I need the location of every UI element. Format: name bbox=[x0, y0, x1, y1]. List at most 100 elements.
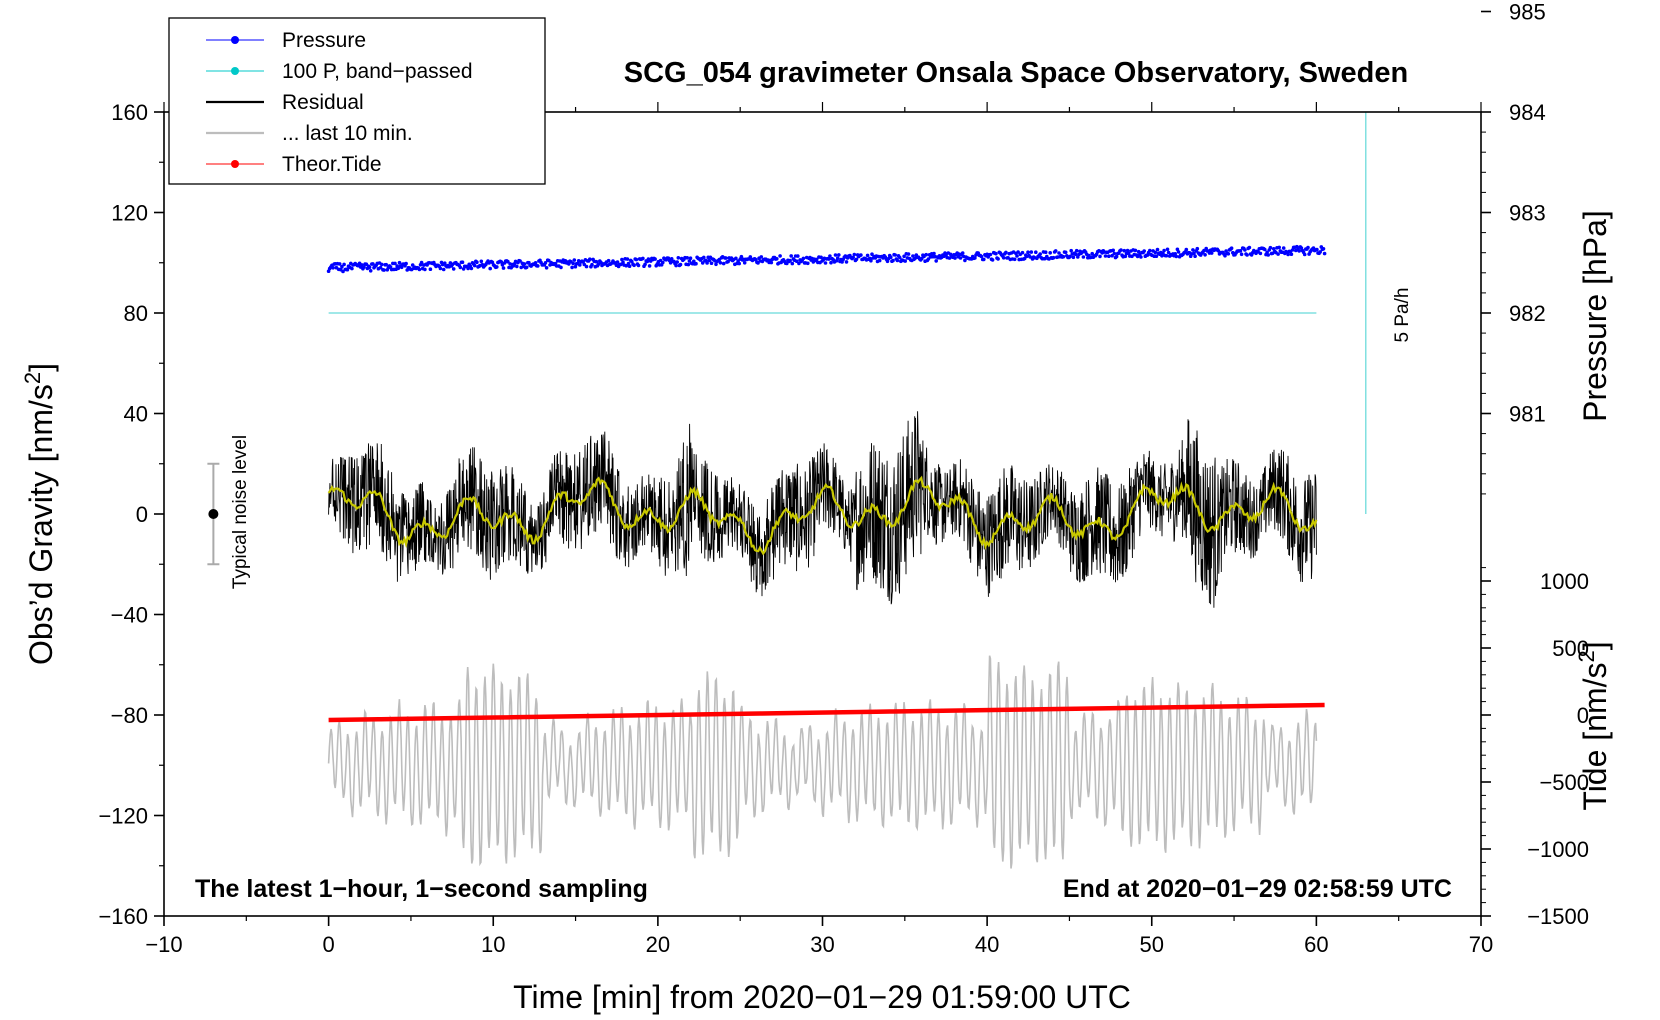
pressure-point bbox=[851, 255, 855, 260]
pressure-point bbox=[1226, 252, 1231, 256]
pressure-point bbox=[479, 259, 484, 264]
pressure-point bbox=[675, 260, 679, 264]
pressure-point bbox=[1263, 247, 1267, 252]
pressure-point bbox=[1161, 251, 1165, 255]
pressure-tick-label: 984 bbox=[1509, 100, 1546, 125]
y-axis-title-pressure: Pressure [hPa] bbox=[1577, 210, 1613, 422]
pressure-point bbox=[441, 267, 446, 272]
pressure-point bbox=[1209, 251, 1214, 255]
pressure-point bbox=[1322, 251, 1327, 256]
x-tick-label: 40 bbox=[975, 932, 999, 957]
pressure-point bbox=[367, 265, 372, 270]
legend-item: 100 P, band−passed bbox=[206, 60, 473, 83]
pressure-point bbox=[1195, 246, 1200, 251]
pressure-point bbox=[1302, 252, 1307, 257]
pressure-point bbox=[1123, 254, 1128, 259]
y-tick-label: −80 bbox=[111, 703, 148, 728]
pressure-point bbox=[399, 265, 404, 270]
pressure-point bbox=[724, 256, 728, 260]
y-axis-title-tide: Tide [nm/s2] bbox=[1574, 641, 1613, 810]
pressure-point bbox=[1057, 251, 1061, 255]
pressure-point bbox=[819, 255, 823, 260]
pressure-tick-label: 982 bbox=[1509, 301, 1546, 326]
pressure-point bbox=[584, 264, 589, 269]
pressure-point bbox=[1043, 250, 1048, 254]
pressure-point bbox=[869, 258, 873, 263]
pressure-point bbox=[404, 261, 408, 266]
pressure-point bbox=[1155, 247, 1160, 252]
pressure-point bbox=[393, 261, 397, 266]
pressure-point bbox=[1321, 247, 1326, 251]
pressure-point bbox=[466, 266, 470, 271]
pressure-point bbox=[790, 261, 795, 266]
pressure-point bbox=[1166, 250, 1171, 255]
x-tick-label: 50 bbox=[1140, 932, 1164, 957]
pressure-point bbox=[759, 255, 764, 259]
pressure-point bbox=[694, 261, 698, 266]
pressure-point bbox=[775, 257, 779, 261]
pressure-point bbox=[1081, 255, 1086, 259]
pressure-point bbox=[877, 258, 882, 263]
pressure-point bbox=[721, 261, 726, 266]
pressure-point bbox=[615, 260, 620, 264]
pressure-point bbox=[1245, 253, 1249, 257]
pressure-point bbox=[852, 252, 857, 257]
pressure-point bbox=[705, 261, 709, 265]
pressure-point bbox=[606, 258, 611, 263]
pressure-point bbox=[778, 254, 782, 258]
pressure-point bbox=[1042, 256, 1047, 261]
tide-tick-label: 500 bbox=[1552, 636, 1589, 661]
tide-tick-label: 0 bbox=[1577, 703, 1589, 728]
pressure-point bbox=[571, 261, 575, 266]
pressure-point bbox=[990, 258, 995, 262]
pressure-point bbox=[410, 263, 415, 267]
x-axis-title: Time [min] from 2020−01−29 01:59:00 UTC bbox=[513, 979, 1131, 1015]
pressure-point bbox=[397, 260, 402, 265]
y-axis-title-left: Obs’d Gravity [nm/s2] bbox=[20, 363, 59, 665]
pressure-point bbox=[573, 264, 578, 269]
y-tick-label: 120 bbox=[111, 201, 148, 226]
pressure-point bbox=[1133, 248, 1138, 253]
last-10-min-series bbox=[327, 655, 1318, 869]
pressure-point bbox=[833, 253, 838, 257]
residual-smoothed-series bbox=[327, 475, 1318, 556]
pressure-point bbox=[536, 264, 540, 268]
pressure-point bbox=[641, 256, 645, 261]
pressure-point bbox=[769, 260, 774, 265]
pressure-point bbox=[469, 266, 474, 271]
x-tick-label: 10 bbox=[481, 932, 505, 957]
pressure-point bbox=[996, 257, 1000, 261]
pressure-point bbox=[647, 264, 652, 268]
x-tick-label: −10 bbox=[145, 932, 182, 957]
pressure-point bbox=[814, 257, 819, 262]
pressure-point bbox=[1268, 245, 1273, 250]
pressure-point bbox=[734, 256, 738, 261]
pressure-point bbox=[1184, 247, 1189, 252]
pressure-point bbox=[543, 261, 548, 265]
pressure-point bbox=[620, 257, 624, 262]
pressure-point bbox=[859, 253, 863, 257]
pressure-point bbox=[1015, 254, 1019, 258]
x-tick-label: 0 bbox=[323, 932, 335, 957]
pressure-point bbox=[1053, 249, 1058, 253]
pressure-point bbox=[1073, 252, 1078, 257]
pressure-point bbox=[1265, 250, 1269, 255]
pressure-point bbox=[714, 262, 718, 267]
pressure-point bbox=[844, 260, 849, 264]
pressure-point bbox=[676, 255, 681, 260]
pressure-point bbox=[384, 262, 389, 267]
pressure-point bbox=[578, 263, 582, 267]
pressure-point bbox=[903, 259, 907, 263]
pressure-point bbox=[1318, 250, 1322, 254]
pressure-point bbox=[1286, 252, 1290, 257]
x-tick-label: 60 bbox=[1304, 932, 1328, 957]
pressure-point bbox=[362, 265, 366, 269]
pressure-point bbox=[748, 255, 753, 259]
pressure-point bbox=[419, 260, 424, 265]
pressure-point bbox=[973, 256, 977, 260]
legend-item: Residual bbox=[206, 91, 364, 114]
pressure-point bbox=[1191, 248, 1195, 252]
pressure-point bbox=[1223, 253, 1227, 258]
pressure-point bbox=[1038, 252, 1042, 256]
pressure-point bbox=[1139, 255, 1143, 259]
